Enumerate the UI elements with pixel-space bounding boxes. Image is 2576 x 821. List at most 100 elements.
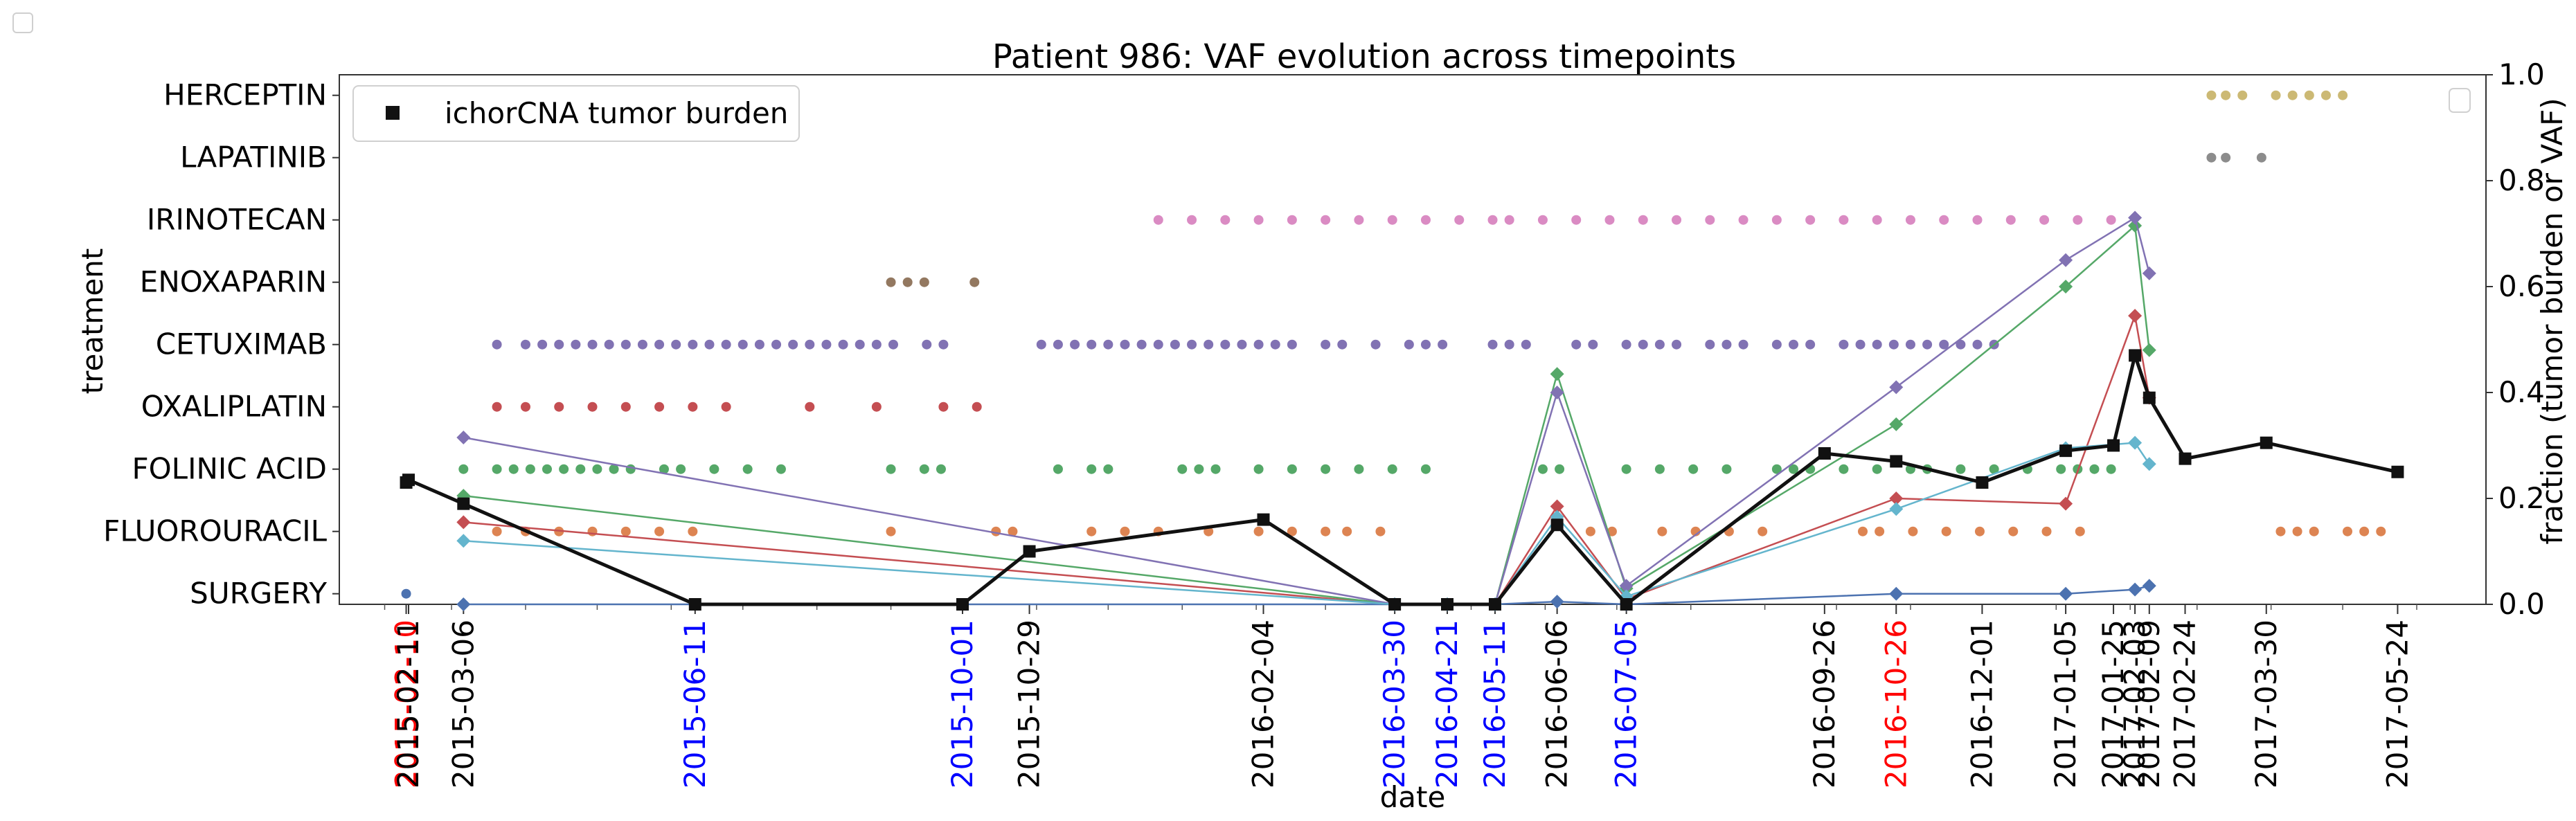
x-tick-label: 2016-06-06: [1540, 620, 1574, 788]
treatment-dot: [1321, 464, 1331, 474]
treatment-dot: [2320, 90, 2331, 100]
treatment-dot: [2256, 152, 2266, 163]
treatment-dot: [2106, 215, 2116, 225]
tumor-burden-point: [2391, 465, 2404, 478]
y-tick-label: ENOXAPARIN: [140, 265, 327, 299]
treatment-dot: [1705, 339, 1715, 350]
treatment-dot: [604, 339, 614, 350]
treatment-dot: [1120, 339, 1130, 350]
treatment-dot: [1771, 215, 1782, 225]
treatment-dot: [575, 464, 586, 474]
treatment-dot: [704, 339, 715, 350]
vaf-point: [2059, 253, 2073, 267]
y2-tick-label: 0.6: [2498, 269, 2545, 303]
treatment-dot: [654, 339, 665, 350]
treatment-dot: [1721, 339, 1732, 350]
treatment-dot: [1420, 339, 1431, 350]
treatment-dot: [1875, 526, 1885, 536]
y2-axis-label: fraction (tumor burden or VAF): [2535, 98, 2569, 544]
vaf-point: [456, 431, 471, 445]
y-tick-label: OXALIPLATIN: [141, 390, 327, 424]
treatment-dot: [2237, 90, 2248, 100]
vaf-point: [2128, 309, 2143, 323]
corner-checkbox[interactable]: [12, 12, 33, 33]
tumor-burden-point: [1388, 598, 1402, 611]
treatment-dot: [542, 464, 552, 474]
treatment-dot: [554, 402, 564, 412]
treatment-dot: [938, 339, 949, 350]
treatment-dot: [1588, 339, 1598, 350]
vaf-point: [2059, 496, 2073, 511]
y-tick-label: FOLINIC ACID: [132, 452, 327, 486]
treatment-dot: [888, 339, 898, 350]
tumor-burden-point: [1976, 476, 1989, 489]
x-tick-label: 2016-07-05: [1609, 620, 1643, 788]
treatment-dot: [1220, 215, 1231, 225]
vaf-point: [456, 534, 471, 548]
vaf-point: [2059, 586, 2073, 601]
treatment-dot: [1939, 339, 1949, 350]
y-tick-label: CETUXIMAB: [156, 327, 327, 361]
treatment-dot: [1375, 526, 1386, 536]
treatment-dot: [922, 339, 932, 350]
treatment-dot: [1387, 464, 1397, 474]
treatment-dot: [1204, 339, 1214, 350]
y-tick-label: LAPATINIB: [180, 141, 327, 174]
vaf-point: [1889, 502, 1904, 516]
vaf-point: [2142, 579, 2156, 593]
treatment-dot: [1487, 215, 1498, 225]
treatment-dot: [688, 339, 698, 350]
treatment-dot: [587, 526, 598, 536]
treatment-dot: [1008, 526, 1018, 536]
vaf-point: [1550, 386, 1564, 399]
treatment-dot: [1805, 215, 1816, 225]
legend: ichorCNA tumor burden: [352, 85, 800, 142]
treatment-dot: [1771, 464, 1782, 474]
treatment-dot: [1805, 339, 1816, 350]
treatment-dot: [936, 464, 946, 474]
treatment-dot: [1387, 215, 1397, 225]
treatment-dot: [2041, 526, 2052, 536]
tumor-burden-point: [1023, 545, 1036, 558]
treatment-dot: [2221, 152, 2231, 163]
tumor-burden-point: [1890, 455, 1903, 468]
treatment-dot: [592, 464, 602, 474]
vaf-point: [2128, 582, 2143, 597]
tumor-burden-point: [1620, 598, 1633, 611]
y-tick-label: SURGERY: [190, 577, 327, 611]
treatment-dot: [737, 339, 748, 350]
treatment-dot: [1956, 464, 1966, 474]
x-tick-label: 2017-02-24: [2168, 620, 2202, 788]
treatment-dot: [620, 339, 631, 350]
treatment-dot: [2106, 464, 2116, 474]
treatment-dot: [1153, 339, 1163, 350]
treatment-dot: [2338, 90, 2348, 100]
tumor-burden-point: [2059, 444, 2073, 458]
x-tick-label: 2015-02-10: [389, 620, 423, 788]
treatment-dot: [838, 339, 848, 350]
treatment-dot: [571, 339, 581, 350]
y-tick-label: IRINOTECAN: [147, 203, 327, 237]
vaf-point: [1550, 499, 1564, 514]
treatment-dot: [1571, 339, 1582, 350]
treatment-dot: [654, 526, 665, 536]
treatment-dot: [886, 526, 896, 536]
treatment-dot: [1672, 339, 1682, 350]
x-tick-label: 2016-05-11: [1478, 620, 1512, 788]
treatment-dot: [1187, 339, 1197, 350]
treatment-dot: [1789, 339, 1798, 350]
x-tick-label: 2016-10-26: [1879, 620, 1913, 788]
treatment-dot: [1070, 339, 1080, 350]
treatment-dot: [2075, 526, 2085, 536]
treatment-dot: [688, 402, 698, 412]
treatment-dot: [492, 526, 502, 536]
treatment-dot: [1053, 464, 1063, 474]
treatment-dot: [1086, 526, 1097, 536]
treatment-dot: [1972, 339, 1983, 350]
vaf-point: [2142, 266, 2156, 280]
treatment-dot: [1177, 464, 1188, 474]
treatment-dot: [2292, 526, 2302, 536]
treatment-dot: [788, 339, 798, 350]
treatment-dot: [821, 339, 832, 350]
vaf-point: [1550, 367, 1564, 381]
